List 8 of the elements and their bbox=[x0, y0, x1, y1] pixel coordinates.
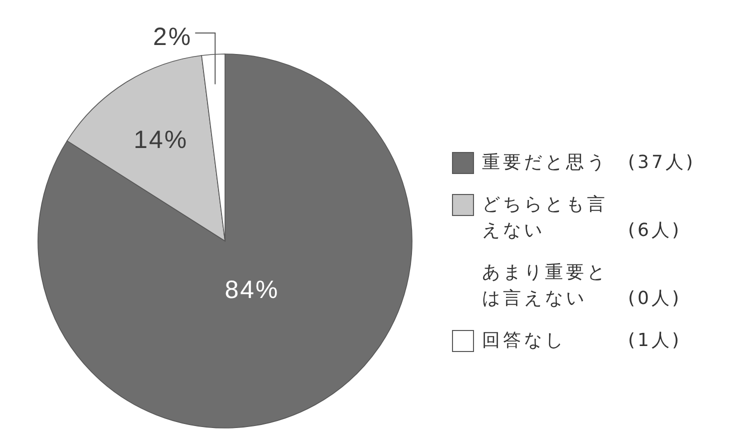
category-label: 回答なし (1人) bbox=[482, 330, 682, 351]
pie-slice bbox=[38, 54, 412, 428]
category-label: どちらとも言えない (6人) bbox=[482, 194, 682, 241]
data-label: 14% bbox=[134, 126, 188, 154]
data-label: 2% bbox=[152, 23, 192, 51]
category-label: あまり重要とは言えない (0人) bbox=[482, 262, 682, 309]
data-label: 84% bbox=[224, 276, 280, 304]
legend-label: 重要だと思う (37人) bbox=[482, 151, 696, 175]
